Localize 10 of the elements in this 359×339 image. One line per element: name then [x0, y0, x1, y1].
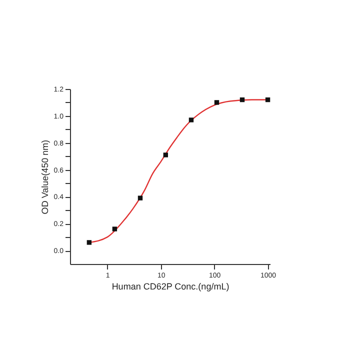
point [240, 97, 245, 102]
point [188, 118, 194, 122]
point [214, 100, 220, 105]
point [163, 152, 168, 158]
point [265, 97, 270, 102]
y-axis-title: OD Value(450 nm) [40, 140, 50, 214]
x-axis-title: Human CD62P Conc.(ng/mL) [112, 282, 230, 292]
point [112, 226, 118, 232]
point [138, 196, 143, 200]
point [86, 240, 92, 245]
